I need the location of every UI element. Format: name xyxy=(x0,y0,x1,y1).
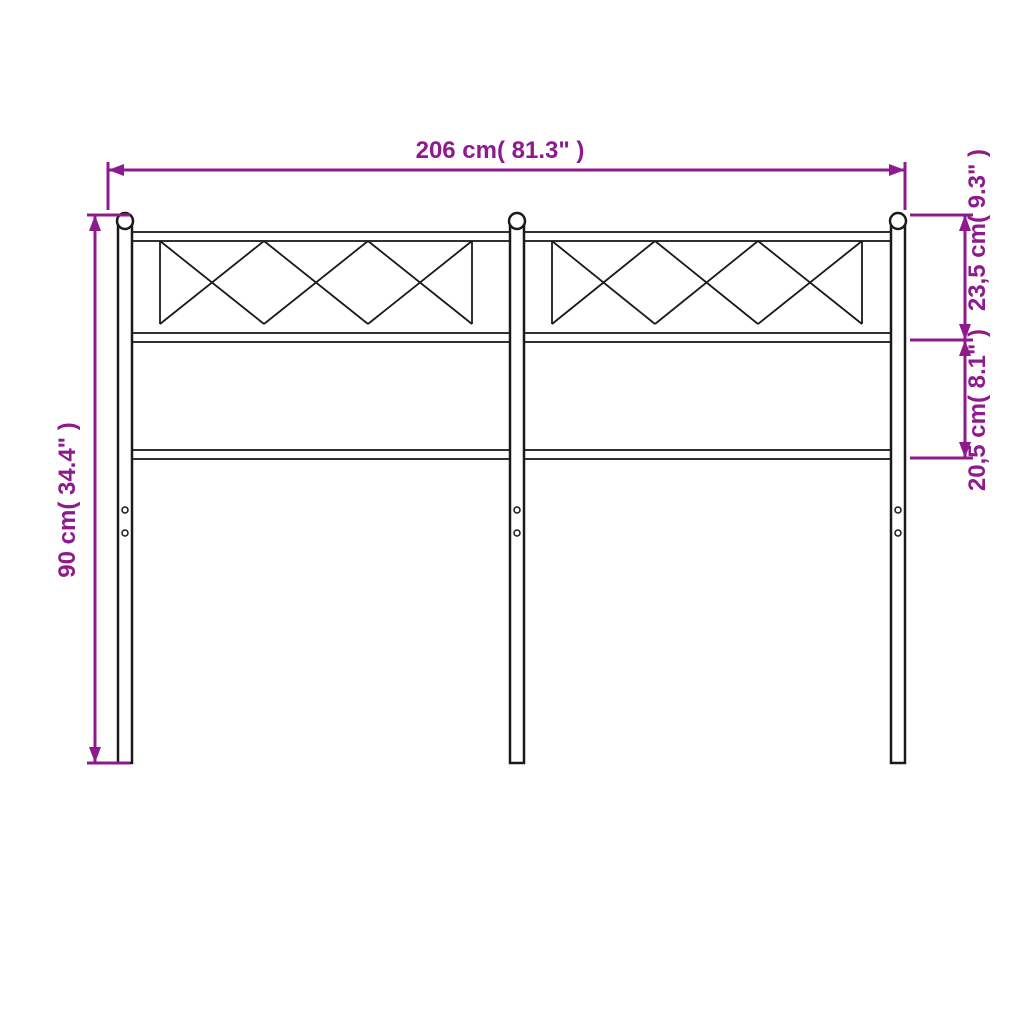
rail xyxy=(524,450,891,459)
rail xyxy=(524,333,891,342)
post xyxy=(510,222,524,763)
finial xyxy=(509,213,525,229)
post xyxy=(891,222,905,763)
dimension-label: 20,5 cm( 8.1" ) xyxy=(964,329,991,491)
rail xyxy=(132,450,510,459)
dimension-horizontal: 206 cm( 81.3" ) xyxy=(108,137,905,210)
dimension-vertical: 20,5 cm( 8.1" ) xyxy=(910,329,991,491)
dimension-label: 23,5 cm( 9.3" ) xyxy=(964,149,991,311)
dimension-vertical: 23,5 cm( 9.3" ) xyxy=(910,149,991,340)
rail xyxy=(132,232,510,241)
dimension-label: 206 cm( 81.3" ) xyxy=(416,137,585,164)
rail xyxy=(132,333,510,342)
dimension-label: 90 cm( 34.4" ) xyxy=(54,422,81,577)
post xyxy=(118,222,132,763)
headboard-drawing xyxy=(117,213,906,763)
finial xyxy=(890,213,906,229)
rail xyxy=(524,232,891,241)
